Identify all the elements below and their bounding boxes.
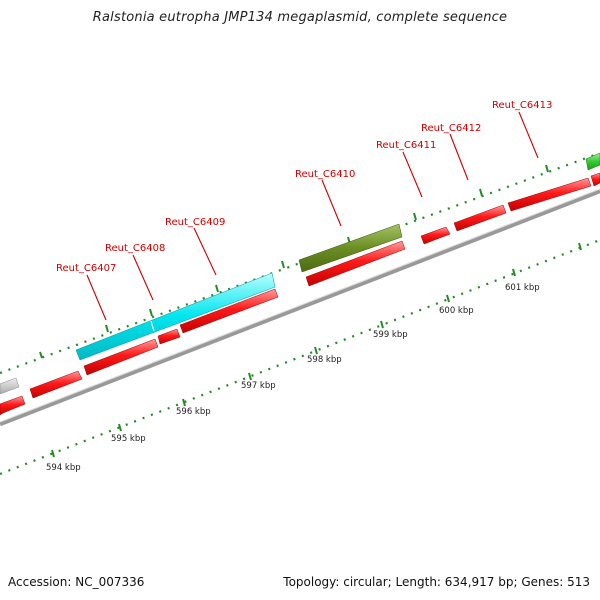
gene-arrow: [83, 338, 159, 376]
scale-label-594: 594 kbp: [46, 463, 81, 473]
scale-label-599: 599 kbp: [373, 330, 408, 340]
olive-feature: [298, 223, 403, 273]
summary-text: Topology: circular; Length: 634,917 bp; …: [283, 575, 590, 589]
gene-label-reut-c6413: Reut_C6413: [492, 100, 552, 111]
outer-dotted-track: [0, 151, 600, 375]
label-leaders: [86, 111, 539, 321]
green-feature: [585, 152, 600, 171]
red-gene-arrows: [0, 172, 600, 416]
gene-label-reut-c6409: Reut_C6409: [165, 217, 225, 228]
map-title: Ralstonia eutropha JMP134 megaplasmid, c…: [92, 10, 508, 25]
scale-label-598: 598 kbp: [307, 355, 342, 365]
gene-label-reut-c6411: Reut_C6411: [376, 140, 436, 151]
cyan-feature: [75, 272, 276, 361]
gene-arrow: [29, 370, 83, 399]
gene-label-reut-c6407: Reut_C6407: [56, 263, 116, 274]
scale-label-601: 601 kbp: [505, 283, 540, 293]
scale-label-600: 600 kbp: [439, 306, 474, 316]
gene-label-reut-c6410: Reut_C6410: [295, 169, 355, 180]
gene-arrow: [0, 395, 26, 416]
scale-label-597: 597 kbp: [241, 381, 276, 391]
gene-arrow: [453, 204, 507, 232]
gene-arrow: [590, 172, 600, 187]
scale-dotted-track: [0, 238, 600, 476]
gene-arrow: [305, 240, 406, 287]
gene-arrow: [157, 328, 181, 345]
scale-ticks: [51, 242, 582, 458]
gene-arrow: [507, 177, 592, 212]
outer-track-ticks: [39, 164, 549, 359]
accession-text: Accession: NC_007336: [8, 575, 145, 589]
backbone-line: [0, 188, 600, 427]
gene-label-reut-c6412: Reut_C6412: [421, 123, 481, 134]
grey-feature: [0, 377, 20, 395]
scale-label-596: 596 kbp: [176, 407, 211, 417]
gene-arrow: [179, 288, 279, 334]
gene-label-reut-c6408: Reut_C6408: [105, 243, 165, 254]
gene-arrow: [420, 226, 451, 245]
scale-label-595: 595 kbp: [111, 434, 146, 444]
